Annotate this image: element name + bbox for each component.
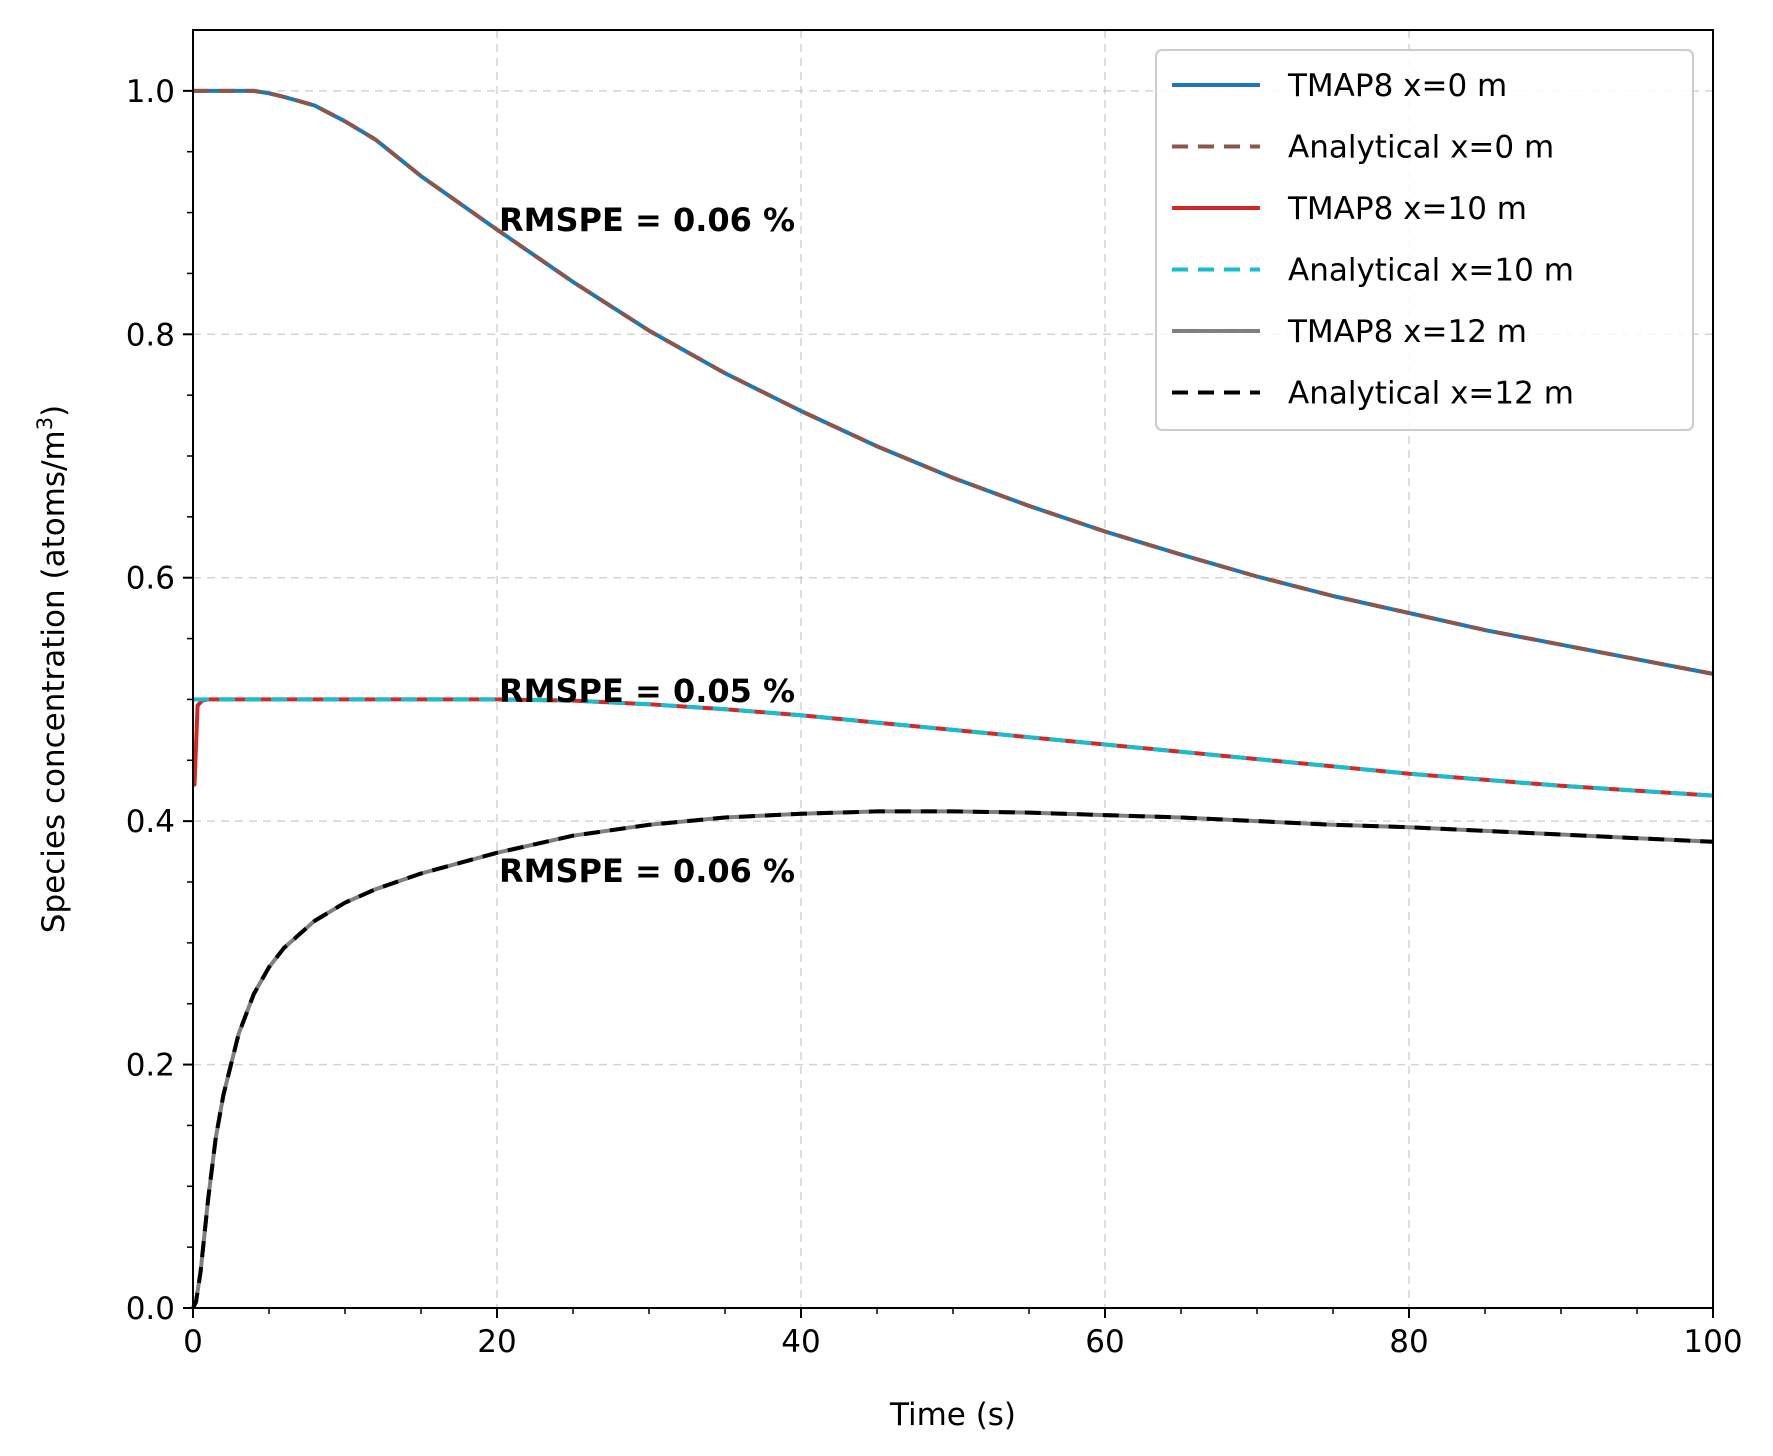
legend-label: Analytical x=0 m	[1288, 130, 1554, 166]
rmspe-annotation: RMSPE = 0.06 %	[499, 852, 795, 890]
y-tick-label: 0.0	[126, 1291, 175, 1327]
x-tick-label: 100	[1683, 1324, 1742, 1360]
legend: TMAP8 x=0 m Analytical x=0 m TMAP8 x=10 m A…	[1155, 49, 1694, 431]
series-line-1	[193, 88, 1714, 676]
legend-label: TMAP8 x=0 m	[1287, 68, 1507, 104]
rmspe-annotation: RMSPE = 0.05 %	[499, 672, 795, 710]
rmspe-annotation: RMSPE = 0.06 %	[499, 201, 795, 239]
x-tick-label: 80	[1389, 1324, 1428, 1360]
y-tick-label: 0.6	[126, 561, 175, 597]
legend-label: Analytical x=12 m	[1288, 376, 1574, 412]
x-axis-ticks: 0 20 40 60 80 100	[183, 1308, 1743, 1360]
annotations: RMSPE = 0.06 % RMSPE = 0.05 % RMSPE = 0.06…	[499, 201, 795, 890]
x-tick-label: 60	[1085, 1324, 1124, 1360]
y-tick-label: 0.8	[126, 317, 175, 353]
legend-label: TMAP8 x=10 m	[1287, 191, 1527, 227]
y-tick-label: 0.2	[126, 1048, 175, 1084]
legend-frame	[1155, 49, 1694, 431]
legend-label: TMAP8 x=12 m	[1287, 314, 1527, 350]
y-tick-label: 1.0	[126, 74, 175, 110]
series-line-5	[191, 809, 1714, 1309]
y-axis-label: Species concentration (atoms/m3)	[33, 405, 72, 933]
series-line-3	[193, 697, 1714, 798]
y-tick-label: 0.4	[126, 804, 175, 840]
x-axis-label: Time (s)	[889, 1397, 1016, 1433]
x-tick-label: 20	[477, 1324, 516, 1360]
x-tick-label: 40	[781, 1324, 820, 1360]
y-axis-ticks: 0.0 0.2 0.4 0.6 0.8 1.0	[126, 74, 193, 1327]
x-tick-label: 0	[183, 1324, 203, 1360]
series-lines	[191, 88, 1714, 1309]
legend-label: Analytical x=10 m	[1288, 253, 1574, 289]
